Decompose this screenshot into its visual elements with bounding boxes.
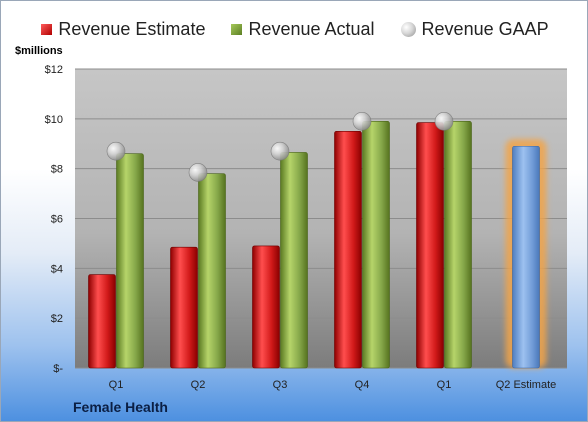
x-tick-label: Q3 [273, 379, 288, 391]
legend: Revenue Estimate Revenue Actual Revenue … [1, 15, 587, 43]
x-tick-label: Q1 [437, 379, 452, 391]
y-tick-label: $6 [51, 214, 63, 226]
y-tick-label: $10 [45, 114, 63, 126]
marker-revenue-gaap [352, 112, 372, 131]
bar-revenue-actual [280, 152, 308, 369]
y-tick-label: $4 [51, 263, 63, 275]
legend-swatch-actual [231, 23, 243, 35]
company-label: Female Health [73, 399, 168, 415]
marker-revenue-gaap [188, 163, 208, 182]
marker-revenue-gaap [434, 112, 454, 131]
unit-label: $millions [15, 45, 63, 57]
legend-item-gaap: Revenue GAAP [400, 18, 549, 40]
x-tick-label: Q4 [355, 379, 370, 391]
marker-revenue-gaap [270, 141, 290, 161]
legend-item-actual: Revenue Actual [231, 18, 375, 40]
x-tick-label: Q1 [109, 379, 124, 391]
x-axis: Q1 Q2 Q3 Q4 Q1 Q2 Estimate [109, 379, 557, 391]
bar-revenue-actual [116, 153, 144, 369]
x-tick-label: Q2 [191, 379, 206, 391]
legend-swatch-estimate [41, 23, 53, 35]
grid-layer [75, 68, 567, 369]
bar-revenue-actual [444, 121, 472, 369]
legend-swatch-gaap [400, 21, 416, 37]
bar-revenue-actual [362, 121, 390, 369]
marker-revenue-gaap [106, 141, 126, 161]
y-tick-label: $8 [51, 164, 63, 176]
bar-revenue-estimate [416, 122, 444, 369]
bars [88, 121, 547, 369]
legend-label-gaap: Revenue GAAP [421, 18, 549, 39]
y-tick-label: $12 [45, 64, 63, 76]
y-tick-label: $2 [51, 313, 63, 325]
gaap-markers [106, 112, 454, 182]
bar-revenue-estimate [88, 274, 116, 369]
y-axis: $- $2 $4 $6 $8 $10 $12 [45, 64, 64, 375]
legend-item-estimate: Revenue Estimate [41, 19, 205, 40]
bar-revenue-estimate [334, 130, 362, 369]
legend-label-estimate: Revenue Estimate [58, 18, 206, 39]
y-tick-label: $- [53, 363, 63, 375]
bar-revenue-estimate [252, 245, 280, 369]
x-tick-label: Q2 Estimate [496, 379, 557, 391]
bar-revenue-forecast [512, 145, 540, 369]
legend-label-actual: Revenue Actual [248, 18, 375, 39]
bar-revenue-estimate [170, 246, 198, 369]
bar-revenue-actual [198, 173, 226, 369]
